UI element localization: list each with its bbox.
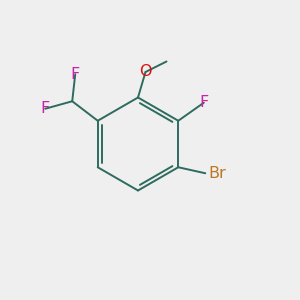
Text: F: F (199, 95, 208, 110)
Text: F: F (70, 67, 80, 82)
Text: Br: Br (208, 166, 226, 181)
Text: O: O (139, 64, 152, 80)
Text: F: F (40, 101, 50, 116)
